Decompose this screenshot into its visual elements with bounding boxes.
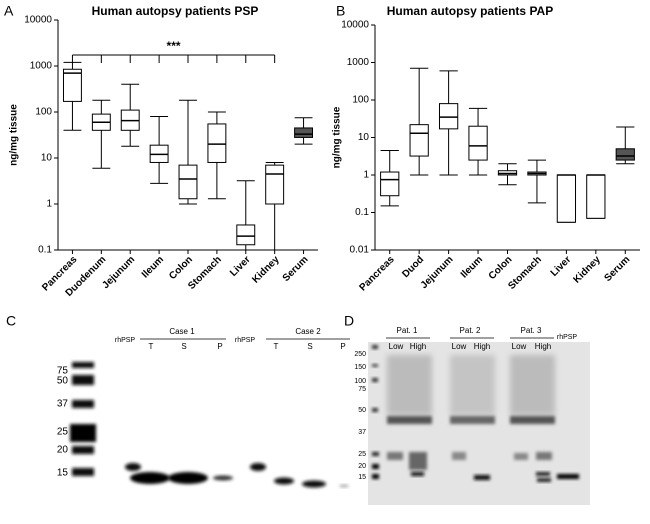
y-tick-label: 1000 (30, 61, 53, 72)
lane-label: High (410, 342, 426, 351)
y-tick-label: 10000 (341, 20, 369, 31)
marker-label: 37 (57, 399, 69, 410)
y-tick-label: 100 (352, 95, 369, 106)
group-label: Pat. 2 (460, 326, 481, 335)
group-label: Case 1 (169, 327, 195, 336)
lane-label: Low (389, 342, 404, 351)
lane-label: High (474, 342, 490, 351)
marker-label: 100 (354, 378, 366, 385)
y-tick-label: 1 (363, 170, 369, 181)
marker-label: 15 (358, 474, 366, 481)
chart-title: Human autopsy patients PSP (92, 4, 259, 18)
x-tick-label: Colon (167, 254, 195, 282)
lane-label: T (274, 342, 279, 351)
marker-label: 37 (358, 429, 366, 436)
box (438, 103, 459, 130)
box (62, 68, 82, 102)
blot-d (368, 342, 590, 505)
box (468, 125, 488, 161)
x-tick-label: Jejunum (419, 254, 456, 291)
x-tick-label: Kidney (571, 254, 603, 286)
lane-label: T (149, 342, 154, 351)
marker-label: 150 (354, 364, 366, 371)
box (380, 171, 400, 197)
box (586, 174, 606, 219)
blot-c (70, 362, 349, 488)
y-tick-label: 10000 (24, 15, 52, 26)
lane-label: S (307, 342, 312, 351)
x-tick-label: Duod (400, 254, 426, 280)
y-axis-label: ng/mg tissue (9, 104, 20, 166)
x-tick-label: Serum (602, 254, 632, 284)
x-tick-label: Colon (487, 254, 515, 282)
y-tick-label: 0.01 (350, 245, 370, 256)
marker-label: 50 (358, 407, 366, 414)
standard-label: rhPSP (557, 334, 578, 341)
standard-label: rhPSP (115, 337, 136, 344)
lane-label: P (340, 342, 345, 351)
standard-label: rhPSP (235, 337, 256, 344)
lane-label: S (181, 342, 186, 351)
x-tick-label: Liver (228, 254, 253, 279)
y-axis-label: ng/mg tissue (332, 106, 343, 168)
panel-label: A (4, 3, 14, 19)
panel-label: B (336, 3, 345, 19)
box (207, 123, 227, 163)
panel-label: C (6, 313, 16, 329)
x-tick-label: Serum (281, 254, 311, 284)
box (556, 174, 577, 223)
box (265, 164, 285, 205)
group-label: Pat. 1 (397, 326, 418, 335)
marker-label: 25 (57, 427, 69, 438)
lane-label: Low (512, 342, 527, 351)
marker-label: 20 (57, 445, 69, 456)
x-tick-label: Ileum (140, 254, 166, 280)
box (615, 148, 635, 161)
y-tick-label: 0.1 (355, 207, 369, 218)
box (409, 124, 429, 157)
group-label: Case 2 (295, 327, 321, 336)
box (178, 164, 198, 200)
box (294, 127, 314, 138)
x-tick-label: Liver (549, 254, 574, 279)
significance-label: *** (167, 39, 181, 53)
marker-label: 20 (358, 463, 366, 470)
marker-label: 75 (57, 366, 69, 377)
y-tick-label: 1 (46, 199, 52, 210)
box (236, 224, 256, 246)
lane-label: P (217, 342, 222, 351)
y-tick-label: 1000 (347, 57, 370, 68)
marker-label: 250 (354, 351, 366, 358)
x-tick-label: Ileum (459, 254, 485, 280)
marker-label: 75 (358, 386, 366, 393)
marker-label: 25 (358, 451, 366, 458)
y-tick-label: 10 (358, 132, 370, 143)
lane-label: High (535, 342, 551, 351)
y-tick-label: 10 (41, 153, 53, 164)
y-tick-label: 100 (35, 107, 52, 118)
x-tick-label: Pancreas (357, 254, 397, 294)
group-label: Pat. 3 (521, 326, 542, 335)
chart-title: Human autopsy patients PAP (387, 4, 553, 18)
y-tick-label: 0.1 (38, 245, 52, 256)
marker-label: 50 (57, 376, 69, 387)
lane-label: Low (452, 342, 467, 351)
marker-label: 15 (57, 468, 69, 479)
x-tick-label: Kidney (250, 254, 282, 286)
panel-label: D (344, 313, 354, 329)
